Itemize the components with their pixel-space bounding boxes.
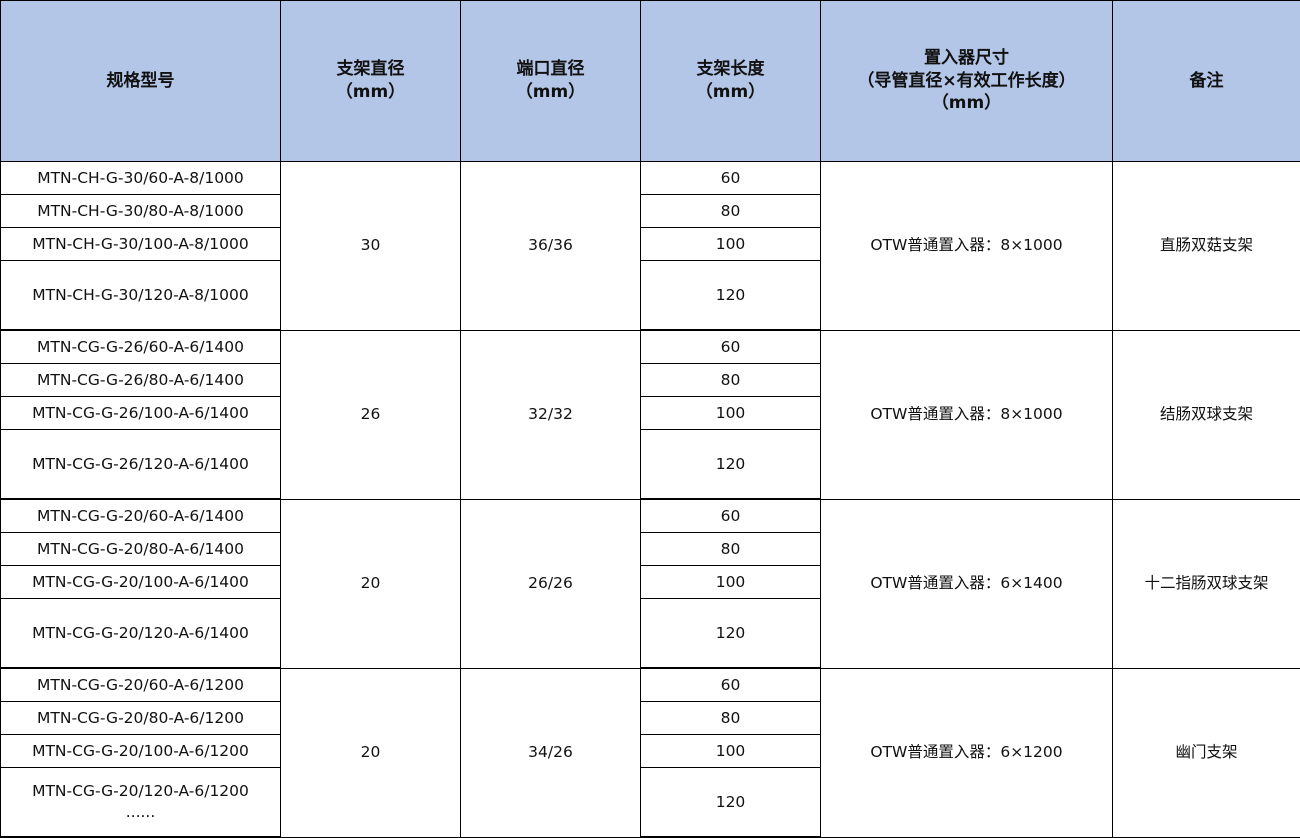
header-remark: 备注 [1113,1,1300,162]
introducer-cell: OTW普通置入器：6×1200 [821,668,1113,837]
stent-length-cell: 80 [641,702,821,735]
model-cell: MTN-CG-G-20/60-A-6/1400 [1,499,281,533]
header-stent-diameter: 支架直径（mm） [281,1,461,162]
model-cell: MTN-CG-G-26/100-A-6/1400 [1,397,281,430]
remark-cell: 直肠双菇支架 [1113,162,1300,331]
header-unit: （mm） [281,81,460,104]
model-cell: MTN-CG-G-20/100-A-6/1200 [1,735,281,768]
stent-diameter-cell: 26 [281,330,461,499]
stent-length-cell: 120 [641,430,821,500]
stent-length-cell: 80 [641,533,821,566]
stent-length-cell: 60 [641,330,821,364]
header-row: 规格型号 支架直径（mm） 端口直径（mm） 支架长度（mm） 置入器尺寸（导管… [1,1,1300,162]
model-cell: MTN-CH-G-30/60-A-8/1000 [1,162,281,195]
model-cell: MTN-CG-G-20/80-A-6/1400 [1,533,281,566]
header-text: 规格型号 [1,70,280,93]
header-text: 置入器尺寸 [821,47,1112,70]
header-model: 规格型号 [1,1,281,162]
model-cell: MTN-CH-G-30/80-A-8/1000 [1,195,281,228]
introducer-cell: OTW普通置入器：6×1400 [821,499,1113,668]
stent-length-cell: 100 [641,228,821,261]
remark-cell: 十二指肠双球支架 [1113,499,1300,668]
port-diameter-cell: 36/36 [461,162,641,331]
header-unit: （mm） [641,81,820,104]
stent-length-cell: 120 [641,768,821,838]
model-cell: MTN-CG-G-20/120-A-6/1200...... [1,768,281,838]
stent-diameter-cell: 30 [281,162,461,331]
model-cell: MTN-CG-G-20/100-A-6/1400 [1,566,281,599]
model-cell: MTN-CG-G-26/60-A-6/1400 [1,330,281,364]
header-text: 支架长度 [641,58,820,81]
stent-length-cell: 60 [641,499,821,533]
stent-length-cell: 100 [641,566,821,599]
remark-cell: 幽门支架 [1113,668,1300,837]
stent-diameter-cell: 20 [281,668,461,837]
port-diameter-cell: 26/26 [461,499,641,668]
stent-length-cell: 80 [641,364,821,397]
header-unit: （mm） [821,92,1112,115]
introducer-cell: OTW普通置入器：8×1000 [821,330,1113,499]
stent-length-cell: 60 [641,162,821,195]
stent-length-cell: 80 [641,195,821,228]
stent-length-cell: 60 [641,668,821,702]
model-cell: MTN-CH-G-30/120-A-8/1000 [1,261,281,331]
port-diameter-cell: 32/32 [461,330,641,499]
model-cell: MTN-CG-G-20/60-A-6/1200 [1,668,281,702]
stent-length-cell: 120 [641,599,821,669]
header-text: 端口直径 [461,58,640,81]
header-text: 支架直径 [281,58,460,81]
header-introducer: 置入器尺寸（导管直径×有效工作长度）（mm） [821,1,1113,162]
ellipsis-text: ...... [1,802,280,823]
stent-length-cell: 100 [641,397,821,430]
header-stent-length: 支架长度（mm） [641,1,821,162]
header-unit: （mm） [461,81,640,104]
model-text: MTN-CG-G-20/120-A-6/1200 [1,781,280,802]
model-cell: MTN-CG-G-26/80-A-6/1400 [1,364,281,397]
header-port-diameter: 端口直径（mm） [461,1,641,162]
stent-length-cell: 120 [641,261,821,331]
stent-length-cell: 100 [641,735,821,768]
stent-diameter-cell: 20 [281,499,461,668]
introducer-cell: OTW普通置入器：8×1000 [821,162,1113,331]
model-cell: MTN-CH-G-30/100-A-8/1000 [1,228,281,261]
model-cell: MTN-CG-G-20/120-A-6/1400 [1,599,281,669]
model-cell: MTN-CG-G-26/120-A-6/1400 [1,430,281,500]
header-text: 备注 [1113,70,1300,93]
header-subtext: （导管直径×有效工作长度） [821,70,1112,93]
model-cell: MTN-CG-G-20/80-A-6/1200 [1,702,281,735]
remark-cell: 结肠双球支架 [1113,330,1300,499]
port-diameter-cell: 34/26 [461,668,641,837]
